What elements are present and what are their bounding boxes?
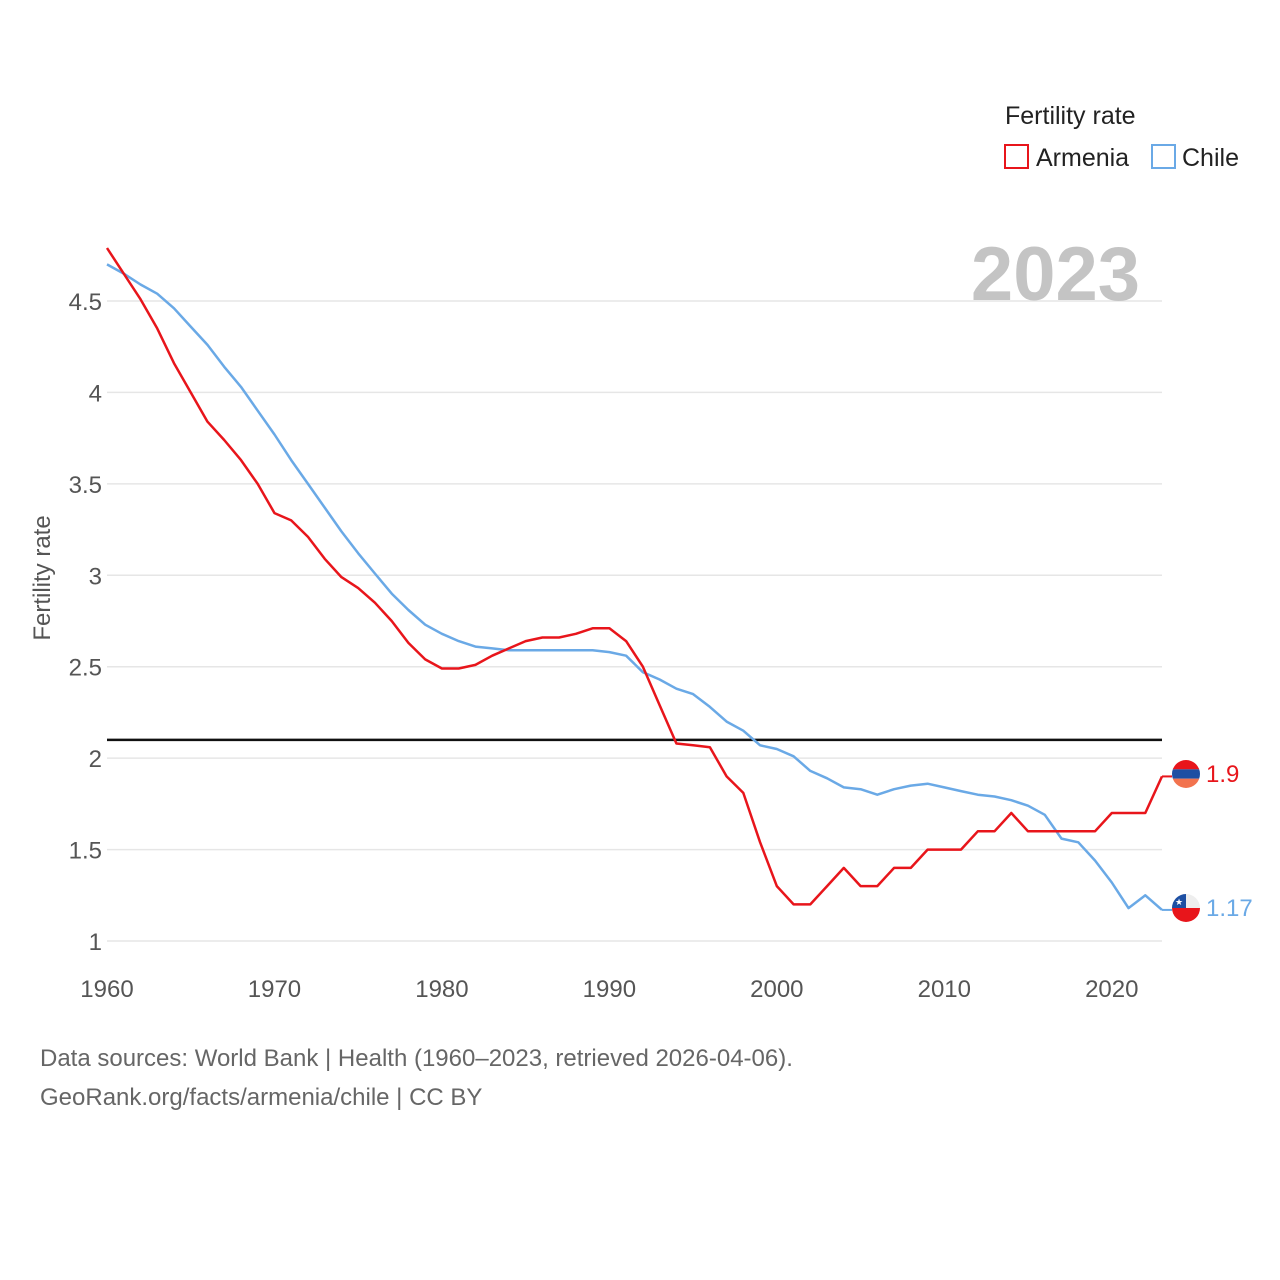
legend-label-armenia[interactable]: Armenia	[1036, 144, 1129, 172]
x-tick-label: 2000	[750, 976, 803, 1003]
x-tick-label: 1990	[583, 976, 636, 1003]
legend-label-chile[interactable]: Chile	[1182, 144, 1239, 172]
series-line-armenia[interactable]	[105, 247, 1164, 906]
year-label: 2023	[971, 232, 1140, 317]
data-source-line: Data sources: World Bank | Health (1960–…	[40, 1045, 793, 1072]
svg-text:★: ★	[1175, 898, 1183, 908]
y-tick-label: 1.5	[69, 838, 102, 865]
y-tick-label: 4	[89, 380, 102, 407]
end-label-chile: 1.17	[1206, 895, 1253, 922]
series-layer	[105, 247, 1172, 911]
y-tick-label: 3	[89, 563, 102, 590]
end-label-armenia: 1.9	[1206, 761, 1239, 788]
y-tick-label: 3.5	[69, 472, 102, 499]
legend-title: Fertility rate	[1005, 102, 1136, 130]
grid-lines	[107, 300, 1162, 942]
chile-flag-icon: ★	[1172, 894, 1200, 922]
x-tick-label: 1980	[415, 976, 468, 1003]
series-line-chile[interactable]	[106, 263, 1163, 911]
axis-labels: 1 1.5 2 2.5 3 3.5 4 4.5 1960 1970 1980 1990 2000 2010…	[69, 289, 1139, 1003]
y-tick-label: 2	[89, 746, 102, 773]
legend: Fertility rate Armenia Chile	[1004, 102, 1239, 172]
y-tick-label: 2.5	[69, 655, 102, 682]
credit-line[interactable]: GeoRank.org/facts/armenia/chile | CC BY	[40, 1084, 483, 1111]
x-tick-label: 2010	[918, 976, 971, 1003]
legend-swatch-armenia[interactable]	[1004, 144, 1029, 169]
x-tick-label: 2020	[1085, 976, 1138, 1003]
legend-swatch-chile[interactable]	[1151, 144, 1176, 169]
y-axis-title: Fertility rate	[29, 515, 56, 640]
y-tick-label: 4.5	[69, 289, 102, 316]
x-tick-label: 1970	[248, 976, 301, 1003]
y-tick-label: 1	[89, 929, 102, 956]
x-tick-label: 1960	[80, 976, 133, 1003]
armenia-flag-icon	[1172, 760, 1200, 788]
